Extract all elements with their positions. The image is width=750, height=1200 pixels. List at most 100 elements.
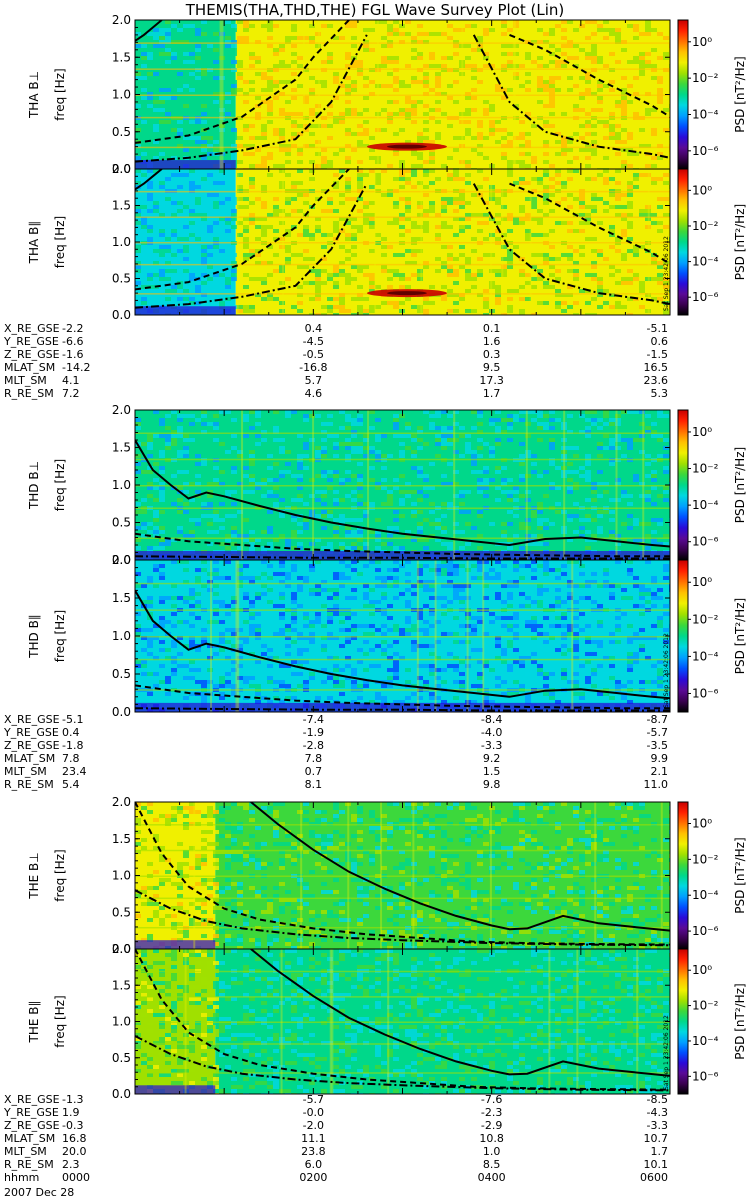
ephemeris-value: 7.8 bbox=[305, 752, 323, 765]
ephemeris-value: -7.4 bbox=[303, 713, 324, 726]
colorbar-tick-label: 10⁻² bbox=[692, 612, 719, 626]
ephemeris-label: MLAT_SM bbox=[4, 752, 55, 765]
ephemeris-value: -2.0 bbox=[303, 1119, 324, 1132]
colorbar-scale bbox=[677, 948, 689, 1095]
ephemeris-label: Z_RE_GSE bbox=[4, 739, 60, 752]
y-tick-label: 1.0 bbox=[112, 629, 131, 643]
y-tick-label: 1.0 bbox=[112, 1015, 131, 1029]
ephemeris-value: 11.1 bbox=[301, 1132, 326, 1145]
panel-ylabel: freq [Hz] bbox=[53, 610, 67, 662]
colorbar-label: PSD [nT²/Hz] bbox=[733, 983, 747, 1059]
curve-dash bbox=[135, 20, 670, 144]
spectrogram-panel: 0.0 0.5 1.0 1.5 2.0 THD B⊥ freq [Hz] bbox=[27, 403, 671, 567]
ephemeris-value: -6.6 bbox=[62, 335, 83, 348]
y-tick-label: 0.0 bbox=[112, 553, 131, 567]
colorbar: 10⁰ 10⁻² 10⁻⁴ 10⁻⁶ PSD [nT²/Hz] bbox=[677, 19, 747, 170]
ephemeris-value: 5.7 bbox=[305, 374, 323, 387]
colorbar-label: PSD [nT²/Hz] bbox=[733, 598, 747, 674]
colorbar-tick-label: 10⁰ bbox=[692, 575, 712, 589]
ephemeris-value: 0600 bbox=[640, 1171, 668, 1184]
ephemeris-value: -3.5 bbox=[647, 739, 668, 752]
timestamp-label: Sat Sep 1 23:42:06 2012 bbox=[663, 633, 670, 708]
ephemeris-value: -4.5 bbox=[303, 335, 324, 348]
ephemeris-value: -1.6 bbox=[62, 348, 83, 361]
ephemeris-label: MLT_SM bbox=[4, 374, 47, 387]
ephemeris-label: R_RE_SM bbox=[4, 1158, 54, 1171]
ephemeris-value: 0000 bbox=[62, 1171, 90, 1184]
ephemeris-value: 5.3 bbox=[651, 387, 669, 400]
curve-group bbox=[135, 169, 670, 309]
ephemeris-value: 2.1 bbox=[651, 765, 669, 778]
y-tick-label: 1.0 bbox=[112, 869, 131, 883]
panel-ylabel: freq [Hz] bbox=[53, 459, 67, 511]
ephemeris-value: 1.7 bbox=[651, 1145, 669, 1158]
ephemeris-value: 7.2 bbox=[62, 387, 80, 400]
curve-solid bbox=[250, 949, 670, 1077]
ephemeris-value: 1.5 bbox=[483, 765, 501, 778]
curve-solid bbox=[135, 20, 163, 42]
ephemeris-value: -0.5 bbox=[303, 348, 324, 361]
ephemeris-value: 0400 bbox=[478, 1171, 506, 1184]
y-tick-label: 0.5 bbox=[112, 667, 131, 681]
ephemeris-value: 9.5 bbox=[483, 361, 501, 374]
spectrogram-panel: 0.0 0.5 1.0 1.5 2.0 THA B⊥ freq [Hz] bbox=[27, 13, 671, 176]
ephemeris-label: Z_RE_GSE bbox=[4, 348, 60, 361]
ephemeris-value: -7.6 bbox=[481, 1093, 502, 1106]
panel-ylabel: freq [Hz] bbox=[53, 216, 67, 268]
colorbar-label: PSD [nT²/Hz] bbox=[733, 837, 747, 913]
colorbar-scale bbox=[677, 559, 689, 713]
ephemeris-value: 1.0 bbox=[483, 1145, 501, 1158]
ephemeris-value: 16.5 bbox=[644, 361, 669, 374]
ephemeris-value: -0.0 bbox=[303, 1106, 324, 1119]
plot-title: THEMIS(THA,THD,THE) FGL Wave Survey Plot… bbox=[185, 1, 565, 19]
curve-solid bbox=[135, 439, 670, 548]
colorbar-tick-label: 10⁰ bbox=[692, 35, 712, 49]
curve-dashdot bbox=[135, 183, 670, 309]
colorbar-tick-label: 10⁻⁴ bbox=[692, 498, 719, 512]
ephemeris-label: Z_RE_GSE bbox=[4, 1119, 60, 1132]
ephemeris-value: 8.5 bbox=[483, 1158, 501, 1171]
ephemeris-value: -4.3 bbox=[647, 1106, 668, 1119]
y-tick-label: 1.0 bbox=[112, 88, 131, 102]
colorbar: 10⁰ 10⁻² 10⁻⁴ 10⁻⁶ PSD [nT²/Hz] bbox=[677, 948, 747, 1095]
ephemeris-value: -2.2 bbox=[62, 322, 83, 335]
y-tick-label: 2.0 bbox=[112, 162, 131, 176]
colorbar-tick-label: 10⁰ bbox=[692, 817, 712, 831]
ephemeris-value: -5.7 bbox=[303, 1093, 324, 1106]
colorbar-label: PSD [nT²/Hz] bbox=[733, 56, 747, 132]
y-tick-label: 0.0 bbox=[112, 308, 131, 322]
ephemeris-value: 10.7 bbox=[644, 1132, 669, 1145]
curve-dashdot bbox=[135, 34, 670, 163]
ephemeris-value: 0.4 bbox=[62, 726, 80, 739]
colorbar-scale bbox=[677, 19, 689, 170]
ephemeris-value: 0200 bbox=[299, 1171, 327, 1184]
ephemeris-value: 4.1 bbox=[62, 374, 80, 387]
y-tick-label: 1.0 bbox=[112, 478, 131, 492]
date-label: 2007 Dec 28 bbox=[4, 1186, 74, 1199]
spectrogram-panel: 0.0 0.5 1.0 1.5 2.0 THD B∥ freq [Hz] Sat Sep 1 … bbox=[27, 553, 671, 719]
ephemeris-tables: X_RE_GSE -2.2 0.4 0.1 -5.1Y_RE_GSE -6.6 -4.5 1.… bbox=[3, 322, 668, 1199]
colorbar-scale bbox=[677, 409, 689, 561]
colorbar-tick-label: 10⁰ bbox=[692, 425, 712, 439]
timestamp-label: Sat Sep 1 23:42:06 2012 bbox=[663, 1015, 670, 1090]
ephemeris-value: -3.3 bbox=[481, 739, 502, 752]
ephemeris-value: 0.4 bbox=[305, 322, 323, 335]
curve-group bbox=[135, 589, 670, 712]
y-tick-label: 1.5 bbox=[112, 50, 131, 64]
ephemeris-table: X_RE_GSE -2.2 0.4 0.1 -5.1 Y_RE_GSE -6.6 -4.5 1.… bbox=[3, 322, 668, 400]
colorbar-tick-label: 10⁻⁶ bbox=[692, 144, 719, 158]
ephemeris-value: -1.3 bbox=[62, 1093, 83, 1106]
y-tick-label: 0.5 bbox=[112, 272, 131, 286]
y-tick-label: 2.0 bbox=[112, 13, 131, 27]
ephemeris-value: 6.0 bbox=[305, 1158, 323, 1171]
colorbar: 10⁰ 10⁻² 10⁻⁴ 10⁻⁶ PSD [nT²/Hz] bbox=[677, 801, 747, 950]
ephemeris-value: 11.0 bbox=[644, 778, 669, 791]
ephemeris-value: 1.9 bbox=[62, 1106, 80, 1119]
ephemeris-label: MLAT_SM bbox=[4, 1132, 55, 1145]
y-tick-label: 0.5 bbox=[112, 905, 131, 919]
curve-group bbox=[135, 439, 670, 560]
panel-name-label: THA B⊥ bbox=[27, 71, 41, 119]
ephemeris-value: 0.6 bbox=[651, 335, 669, 348]
y-tick-label: 1.5 bbox=[112, 441, 131, 455]
